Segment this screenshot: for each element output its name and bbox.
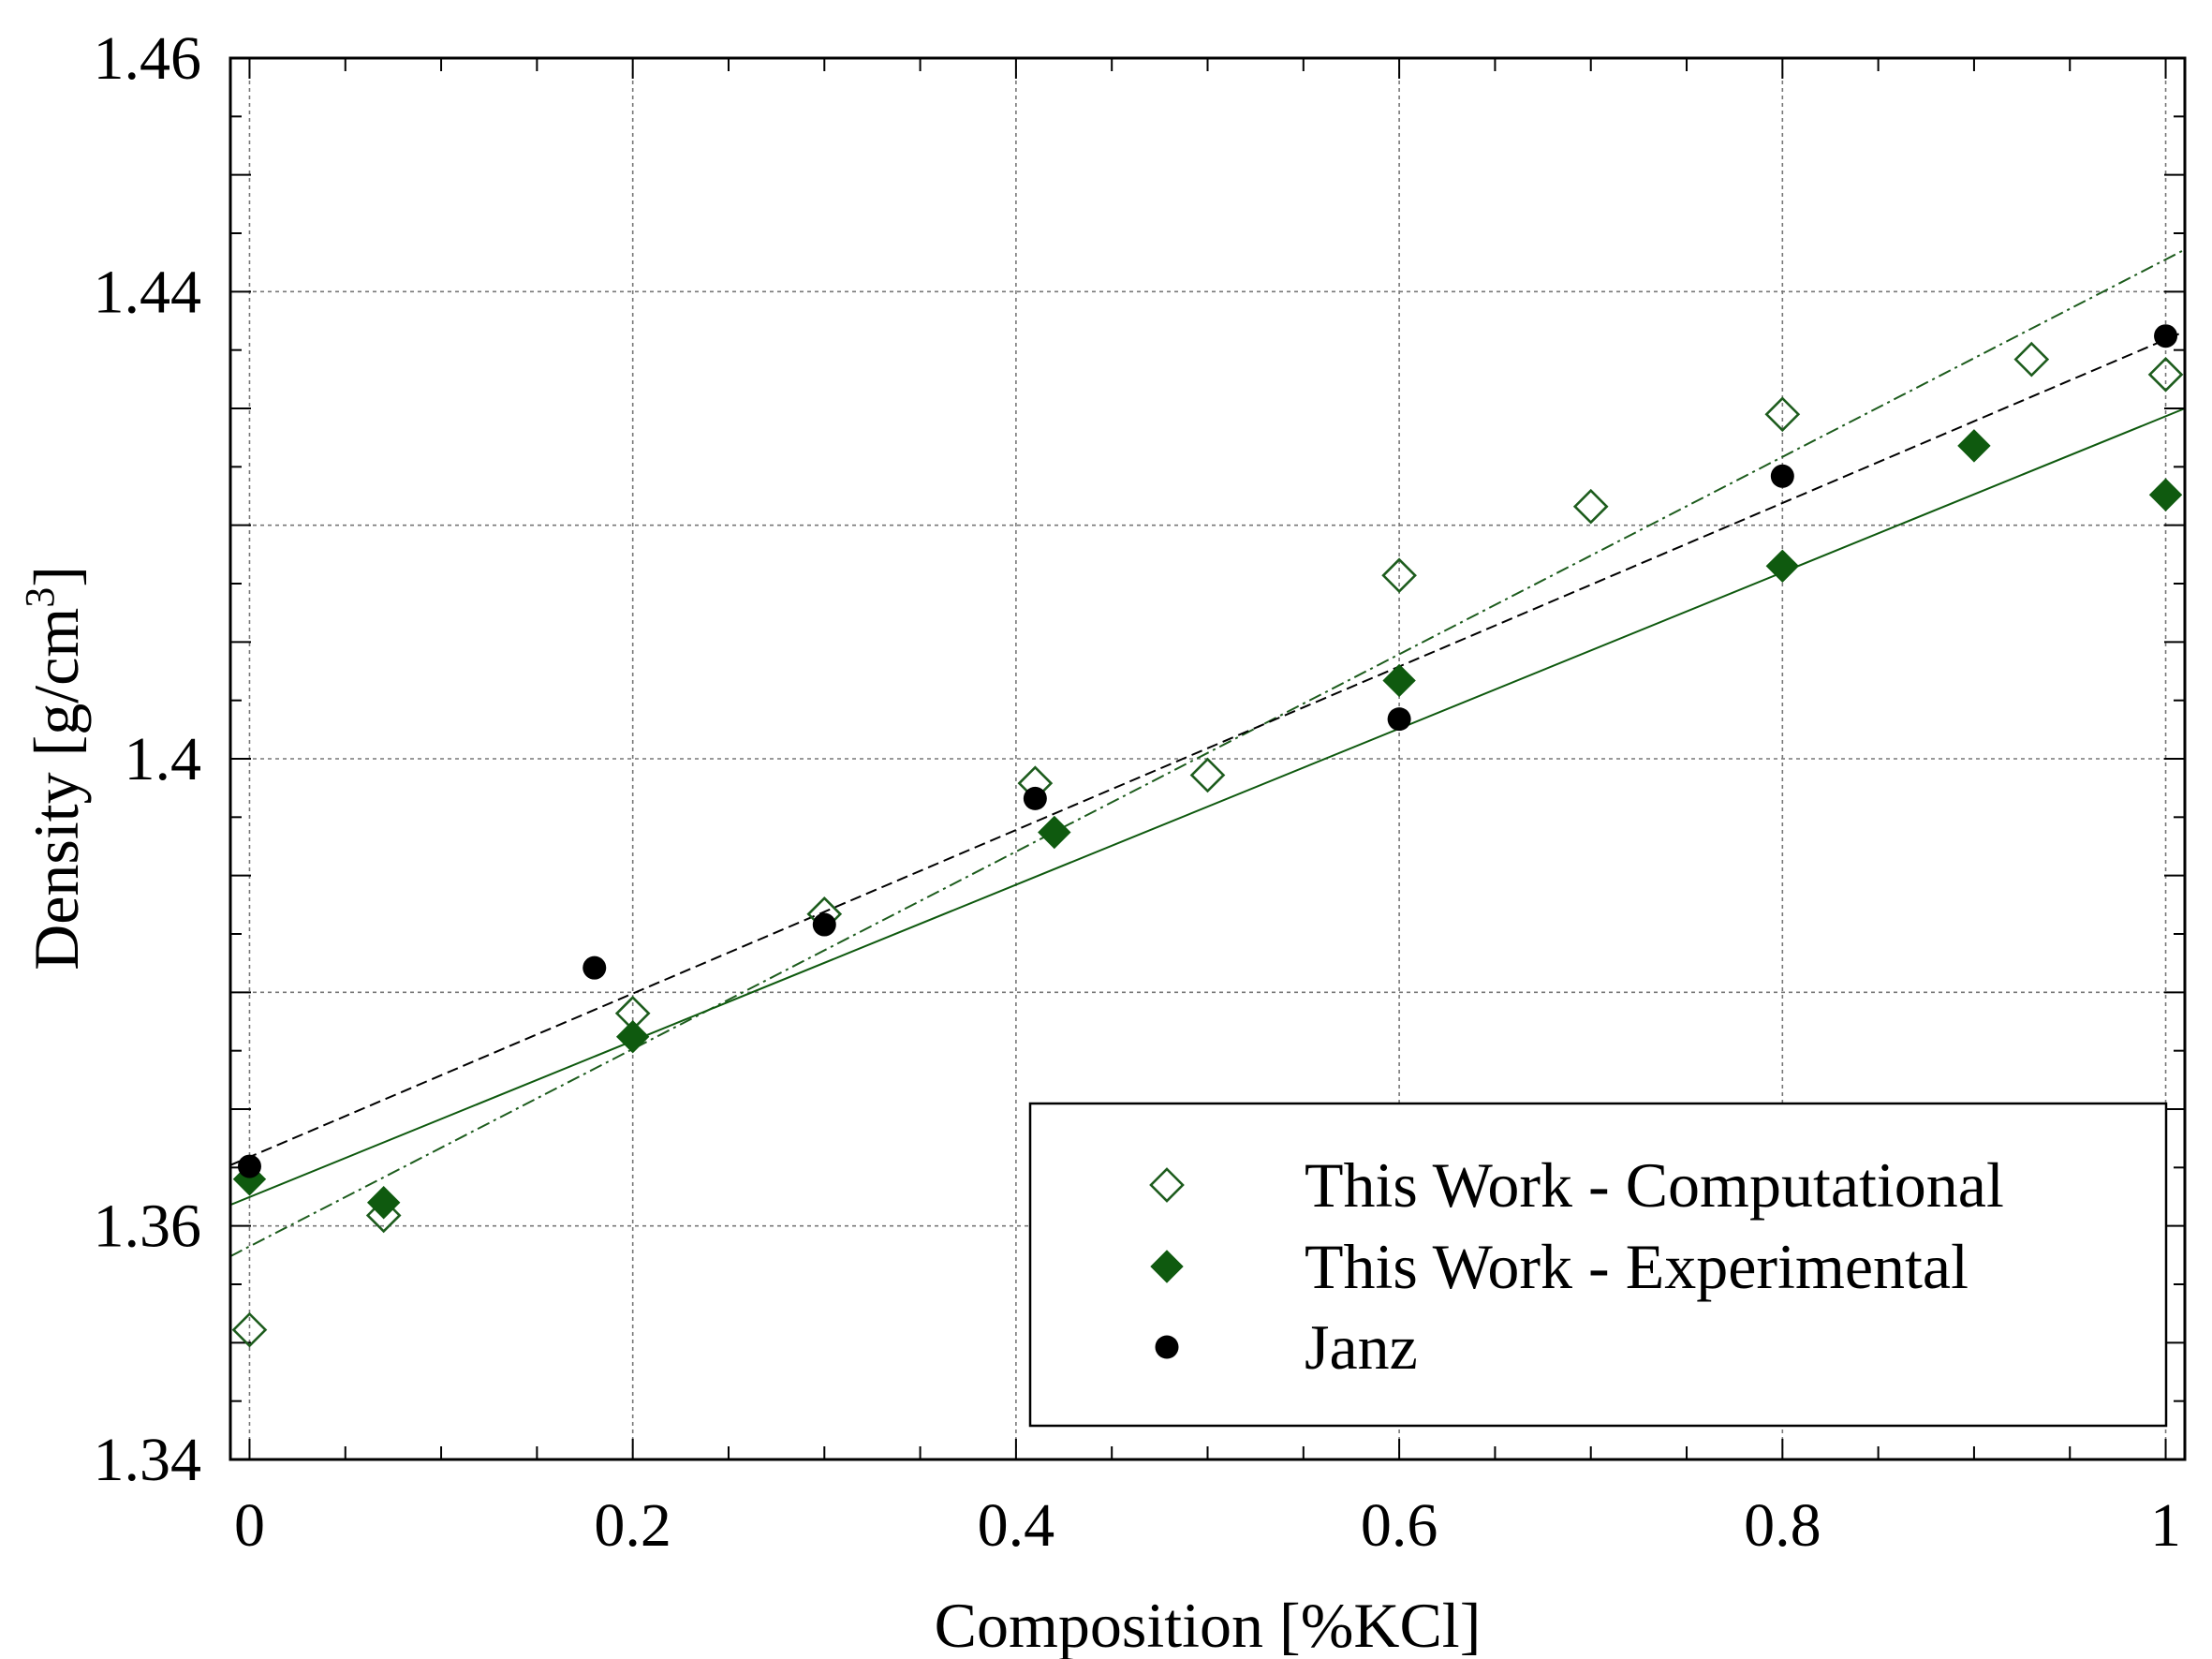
point-series-2 xyxy=(812,912,836,937)
point-series-0 xyxy=(231,1311,268,1348)
point-series-1 xyxy=(1382,663,1416,698)
y-tick-label: 1.36 xyxy=(94,1192,202,1261)
legend-marker-1 xyxy=(1150,1250,1184,1283)
y-tick-label: 1.46 xyxy=(94,24,202,93)
point-series-0 xyxy=(1764,396,1801,433)
point-series-0 xyxy=(2013,341,2050,378)
point-series-1 xyxy=(366,1186,401,1220)
point-series-0 xyxy=(1572,488,1609,525)
fit-line-2 xyxy=(229,330,2186,1166)
x-axis-title: Composition [%KCl] xyxy=(935,1590,1482,1659)
legend: This Work - Computational This Work - Exp… xyxy=(1028,1102,2168,1428)
point-series-2 xyxy=(2154,324,2178,348)
point-series-0 xyxy=(2147,357,2184,393)
fit-lines xyxy=(229,248,2186,1257)
point-series-1 xyxy=(1957,429,1991,463)
point-series-2 xyxy=(1387,707,1411,732)
point-series-0 xyxy=(1381,557,1417,594)
fit-line-0 xyxy=(229,248,2186,1257)
point-series-2 xyxy=(1023,786,1047,810)
x-tick-label: 0.6 xyxy=(1361,1491,1438,1560)
y-axis-title: Density [g/cm3] xyxy=(17,566,92,970)
legend-marker-2 xyxy=(1155,1335,1179,1359)
plot-frame xyxy=(229,56,2187,1461)
point-series-0 xyxy=(365,1197,402,1234)
legend-items: This Work - Computational This Work - Exp… xyxy=(1149,1149,2004,1383)
point-series-2 xyxy=(1770,464,1794,488)
legend-marker-0 xyxy=(1149,1167,1185,1203)
x-tick-label: 0 xyxy=(234,1491,265,1560)
legend-label-2: Janz xyxy=(1305,1311,1418,1383)
x-tick-label: 1 xyxy=(2150,1491,2181,1560)
y-tick-label: 1.44 xyxy=(94,258,202,326)
legend-box xyxy=(1028,1102,2168,1428)
y-tick-label: 1.4 xyxy=(125,725,202,793)
point-series-1 xyxy=(2148,478,2183,511)
tick-labels: 0 0.2 0.4 0.6 0.8 1 1.34 1.36 1.4 1.44 1.46 xyxy=(94,24,2182,1560)
y-axis-title-sup: 3 xyxy=(17,587,63,608)
legend-label-0: This Work - Computational xyxy=(1305,1149,2004,1221)
data-points xyxy=(231,324,2184,1348)
x-tick-label: 0.8 xyxy=(1744,1491,1821,1560)
point-series-1 xyxy=(1038,815,1071,850)
point-series-1 xyxy=(615,1019,650,1054)
y-tick-label: 1.34 xyxy=(94,1426,202,1494)
legend-label-1: This Work - Experimental xyxy=(1305,1231,1969,1302)
point-series-1 xyxy=(1765,549,1800,584)
y-axis-title-main: Density [g/cm xyxy=(21,608,92,970)
point-series-0 xyxy=(1189,757,1226,793)
fit-line-1 xyxy=(229,407,2186,1207)
x-tick-label: 0.2 xyxy=(594,1491,671,1560)
x-tick-label: 0.4 xyxy=(978,1491,1055,1560)
point-series-2 xyxy=(582,955,607,980)
point-series-2 xyxy=(237,1154,261,1178)
y-axis-title-end: ] xyxy=(21,566,92,587)
